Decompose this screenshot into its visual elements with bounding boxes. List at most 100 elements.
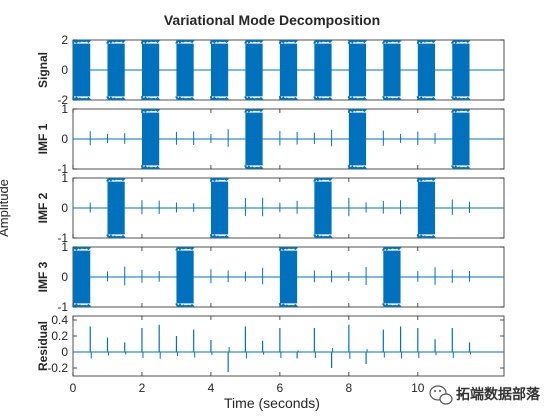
y-tick-label: 0 — [61, 345, 68, 359]
burst-envelope — [416, 96, 436, 100]
burst-envelope — [209, 96, 229, 100]
burst — [210, 43, 229, 97]
burst-envelope — [140, 40, 160, 44]
burst-envelope — [313, 40, 333, 44]
burst — [314, 43, 332, 97]
wechat-icon — [429, 385, 453, 405]
burst — [452, 43, 470, 97]
burst — [107, 43, 125, 97]
series-signal — [73, 40, 504, 100]
y-tick-label: -1 — [57, 300, 68, 314]
burst-envelope — [313, 96, 333, 100]
burst-envelope — [416, 40, 436, 44]
burst-envelope — [209, 178, 229, 182]
burst-envelope — [416, 178, 436, 182]
series-imf-3 — [73, 247, 504, 307]
subplot-imf-3: -1 0 1 IMF 3 — [36, 240, 505, 314]
burst — [417, 181, 436, 235]
burst-envelope — [175, 303, 195, 307]
burst-envelope — [347, 40, 367, 44]
x-axis-label: Time (seconds) — [224, 395, 320, 411]
watermark-text: 拓端数据部落 — [456, 386, 541, 403]
subplot-imf-2: -1 0 1 IMF 2 — [36, 171, 505, 245]
burst-envelope — [382, 247, 402, 251]
panel-label: IMF 1 — [36, 123, 50, 154]
burst — [107, 181, 125, 235]
burst-envelope — [278, 247, 298, 251]
burst-envelope — [209, 40, 229, 44]
burst-envelope — [244, 96, 264, 100]
y-tick-label: 0 — [61, 270, 68, 284]
y-tick-label: -2 — [57, 93, 68, 107]
burst-envelope — [382, 40, 402, 44]
burst-envelope — [73, 303, 91, 307]
burst — [348, 112, 367, 166]
burst-envelope — [451, 109, 471, 113]
burst-envelope — [106, 96, 126, 100]
burst-envelope — [451, 40, 471, 44]
subplot-signal: -2 0 2 Signal — [36, 33, 505, 107]
burst-envelope — [106, 40, 126, 44]
x-tick-label: 6 — [277, 381, 284, 395]
burst — [279, 250, 298, 304]
burst — [73, 250, 91, 304]
burst-envelope — [140, 109, 160, 113]
panel-label: IMF 3 — [36, 261, 50, 292]
burst — [73, 43, 91, 97]
burst-envelope — [416, 234, 436, 238]
burst-envelope — [73, 40, 91, 44]
burst-envelope — [209, 234, 229, 238]
burst — [452, 112, 470, 166]
burst-envelope — [140, 165, 160, 169]
burst — [141, 43, 160, 97]
y-tick-label: 0.4 — [51, 313, 68, 327]
burst-envelope — [73, 247, 91, 251]
series-imf-2 — [73, 178, 504, 238]
burst-envelope — [347, 96, 367, 100]
x-tick-label: 2 — [139, 381, 146, 395]
panel-label: Residual — [36, 321, 50, 371]
y-tick-label: 1 — [61, 240, 68, 254]
burst-envelope — [451, 96, 471, 100]
x-tick-label: 4 — [208, 381, 215, 395]
burst-envelope — [278, 303, 298, 307]
axes-box — [72, 315, 505, 377]
burst-envelope — [73, 96, 91, 100]
subplot-imf-1: -1 0 1 IMF 1 — [36, 102, 505, 176]
burst-envelope — [175, 247, 195, 251]
burst — [417, 43, 436, 97]
y-tick-label: 0.2 — [51, 329, 68, 343]
chart-title: Variational Mode Decomposition — [164, 12, 380, 28]
burst — [245, 43, 263, 97]
burst — [176, 43, 194, 97]
y-tick-label: -1 — [57, 231, 68, 245]
y-tick-label: 1 — [61, 102, 68, 116]
y-tick-label: 0 — [61, 132, 68, 146]
subplot-stack: -2 0 2 Signal -1 0 1 IMF 1 -1 0 1 IMF 2 -1 0 1 IMF 3 -0.… — [36, 33, 505, 395]
burst-envelope — [313, 234, 333, 238]
burst — [348, 43, 367, 97]
burst — [245, 112, 263, 166]
y-tick-label: 0 — [61, 63, 68, 77]
burst — [210, 181, 229, 235]
burst-envelope — [347, 109, 367, 113]
panel-label: IMF 2 — [36, 192, 50, 223]
burst-envelope — [106, 234, 126, 238]
burst — [176, 250, 194, 304]
y-tick-label: 0 — [61, 201, 68, 215]
burst-envelope — [244, 165, 264, 169]
burst-envelope — [244, 109, 264, 113]
burst-envelope — [106, 178, 126, 182]
y-tick-label: -1 — [57, 162, 68, 176]
burst — [314, 181, 332, 235]
y-tick-label: 2 — [61, 33, 68, 47]
burst-envelope — [382, 96, 402, 100]
burst-envelope — [175, 96, 195, 100]
burst-envelope — [140, 96, 160, 100]
burst-envelope — [313, 178, 333, 182]
burst-envelope — [451, 165, 471, 169]
y-tick-label: 1 — [61, 171, 68, 185]
burst-envelope — [175, 40, 195, 44]
